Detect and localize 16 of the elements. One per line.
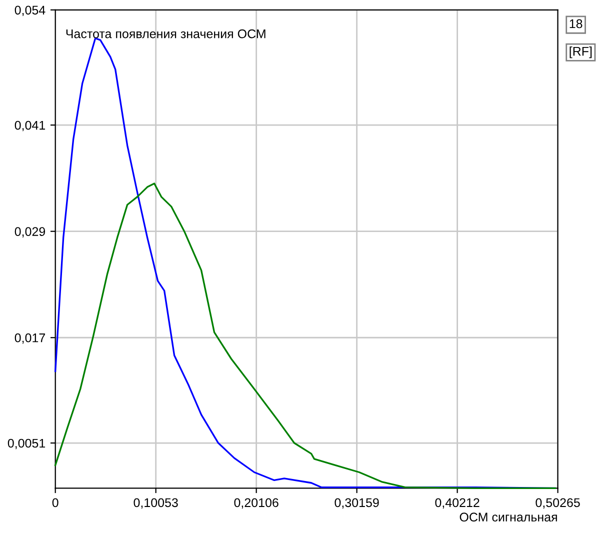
x-axis-title: ОСМ сигнальная [460, 512, 557, 522]
x-tick-label: 0,50265 [536, 498, 580, 509]
x-tick-label: 0,10053 [134, 498, 178, 509]
text: 18 [570, 19, 582, 28]
y-tick-label: 0,041 [14, 120, 46, 132]
line-series [54, 182, 556, 490]
y-tick-label: 0,0051 [8, 438, 46, 450]
y-tick-label: 0,029 [14, 227, 46, 238]
x-tick-label: 0,20106 [234, 498, 278, 509]
x-tick-label: 0 [52, 498, 58, 508]
x-tick-label: 0,40212 [435, 498, 480, 509]
y-tick-label: 0,054 [14, 6, 46, 16]
text: Частота появления значения ОСМ [66, 29, 266, 38]
text: [RF] [570, 46, 592, 58]
y-tick-label: 0,017 [14, 333, 46, 344]
x-tick-label: 0,30159 [334, 498, 379, 509]
